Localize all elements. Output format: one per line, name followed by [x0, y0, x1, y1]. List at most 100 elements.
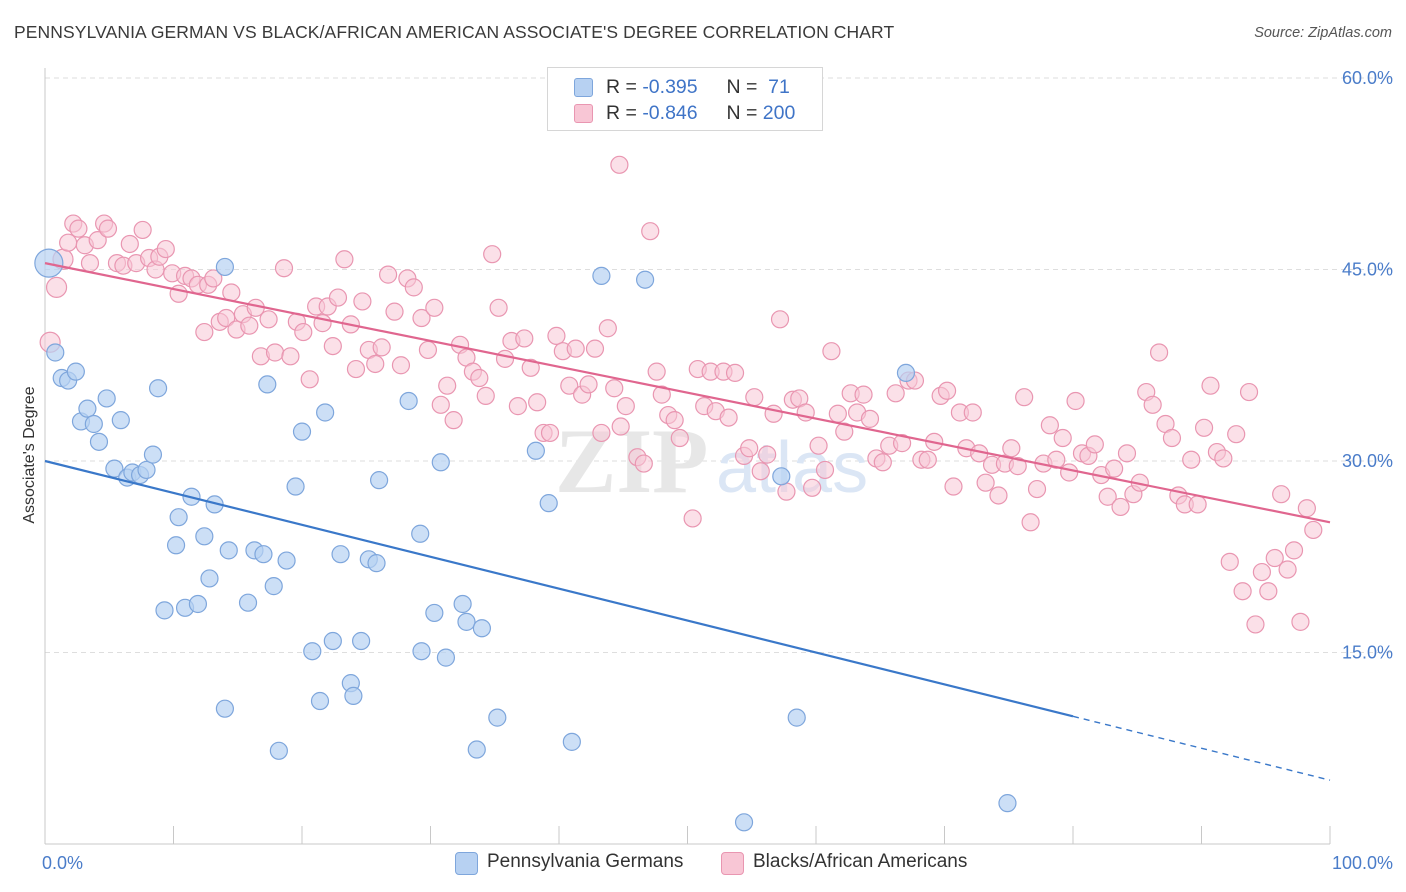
point-pennsylvania-germans: [277, 551, 296, 570]
point-blacks: [683, 509, 702, 528]
point-blacks: [560, 376, 579, 395]
point-blacks: [860, 409, 880, 428]
point-blacks: [521, 358, 540, 377]
point-blacks: [240, 316, 259, 335]
trend-line-pennsylvania-germans: [44, 459, 1074, 718]
point-blacks: [133, 220, 152, 240]
point-blacks: [515, 329, 534, 348]
point-blacks: [528, 393, 547, 412]
point-blacks: [854, 385, 873, 404]
point-blacks: [1284, 541, 1304, 560]
point-blacks: [1117, 444, 1137, 463]
legend-swatch-blue: [574, 78, 593, 97]
point-pennsylvania-germans: [592, 266, 611, 285]
point-blacks: [579, 375, 598, 394]
point-pennsylvania-germans: [215, 699, 234, 718]
point-blacks: [1027, 479, 1047, 499]
point-blacks: [1143, 395, 1162, 414]
point-blacks: [412, 308, 431, 328]
point-blacks: [335, 250, 354, 269]
trend-line-extension: [1072, 715, 1331, 781]
point-blacks: [566, 339, 585, 358]
x-tick-label: 100.0%: [1332, 853, 1393, 873]
point-blacks: [540, 423, 560, 443]
point-blacks: [1002, 439, 1021, 458]
point-blacks: [470, 368, 489, 388]
point-pennsylvania-germans: [331, 545, 350, 564]
point-pennsylvania-germans: [292, 422, 312, 441]
y-axis-label: Associate's Degree: [21, 386, 38, 523]
point-blacks: [69, 219, 88, 238]
point-blacks: [59, 233, 78, 252]
point-blacks: [725, 363, 745, 383]
point-pennsylvania-germans: [66, 362, 85, 381]
point-blacks: [1149, 343, 1169, 362]
legend-n-label: N =: [726, 76, 763, 98]
point-blacks: [611, 417, 630, 436]
point-blacks: [1162, 428, 1182, 448]
point-blacks: [294, 322, 313, 342]
point-blacks: [431, 395, 450, 414]
point-blacks: [989, 486, 1008, 505]
point-pennsylvania-germans: [97, 389, 116, 408]
point-blacks: [346, 359, 366, 379]
point-blacks: [1265, 548, 1284, 568]
point-blacks: [1259, 582, 1278, 601]
point-blacks: [476, 386, 495, 405]
point-blacks: [404, 278, 423, 297]
point-blacks: [976, 473, 995, 492]
point-pennsylvania-germans: [787, 708, 806, 727]
legend-n-label: N =: [726, 102, 763, 124]
point-pennsylvania-germans: [539, 494, 558, 513]
series-pennsylvania-germans-points: [34, 248, 1017, 832]
point-pennsylvania-germans: [219, 541, 238, 560]
point-pennsylvania-germans: [111, 411, 130, 430]
point-pennsylvania-germans: [316, 403, 335, 422]
point-pennsylvania-germans: [143, 445, 163, 464]
point-blacks: [634, 454, 653, 473]
point-pennsylvania-germans: [526, 441, 545, 460]
legend-n-value: 71: [762, 76, 790, 98]
point-pennsylvania-germans: [188, 594, 208, 614]
point-blacks: [1060, 463, 1079, 482]
point-blacks: [777, 482, 796, 501]
point-pennsylvania-germans: [89, 432, 109, 451]
point-blacks: [641, 222, 660, 241]
point-pennsylvania-germans: [200, 569, 219, 588]
point-blacks: [665, 411, 684, 430]
point-blacks: [1053, 428, 1072, 448]
point-blacks: [605, 379, 624, 398]
point-pennsylvania-germans: [323, 631, 342, 651]
point-blacks: [444, 411, 463, 430]
point-blacks: [598, 319, 617, 338]
point-blacks: [1047, 450, 1066, 469]
point-blacks: [647, 362, 666, 381]
point-pennsylvania-germans: [998, 794, 1017, 813]
point-blacks: [751, 462, 770, 481]
point-blacks: [1252, 562, 1271, 582]
point-blacks: [835, 422, 854, 441]
point-pennsylvania-germans: [264, 577, 283, 596]
point-pennsylvania-germans: [467, 740, 486, 759]
point-pennsylvania-germans: [303, 642, 322, 661]
point-pennsylvania-germans: [772, 467, 791, 486]
point-pennsylvania-germans: [411, 524, 430, 543]
point-blacks: [1239, 382, 1259, 402]
point-blacks: [809, 436, 828, 455]
correlation-legend: R = -0.395 N = 71 R = -0.846 N = 200: [547, 67, 823, 131]
point-blacks: [385, 302, 404, 321]
point-blacks: [892, 434, 912, 453]
point-pennsylvania-germans: [412, 642, 431, 661]
legend-n-value: 200: [762, 102, 796, 124]
point-blacks: [1272, 485, 1291, 504]
point-pennsylvania-germans: [155, 601, 174, 620]
x-tick-label: 0.0%: [42, 853, 83, 873]
point-pennsylvania-germans: [457, 612, 476, 631]
point-blacks: [366, 354, 385, 374]
point-blacks: [156, 239, 175, 259]
bottom-legend-swatch-pink: [721, 852, 744, 875]
point-blacks: [1111, 497, 1130, 517]
legend-r-label: R =: [606, 102, 643, 124]
point-pennsylvania-germans: [78, 399, 97, 418]
